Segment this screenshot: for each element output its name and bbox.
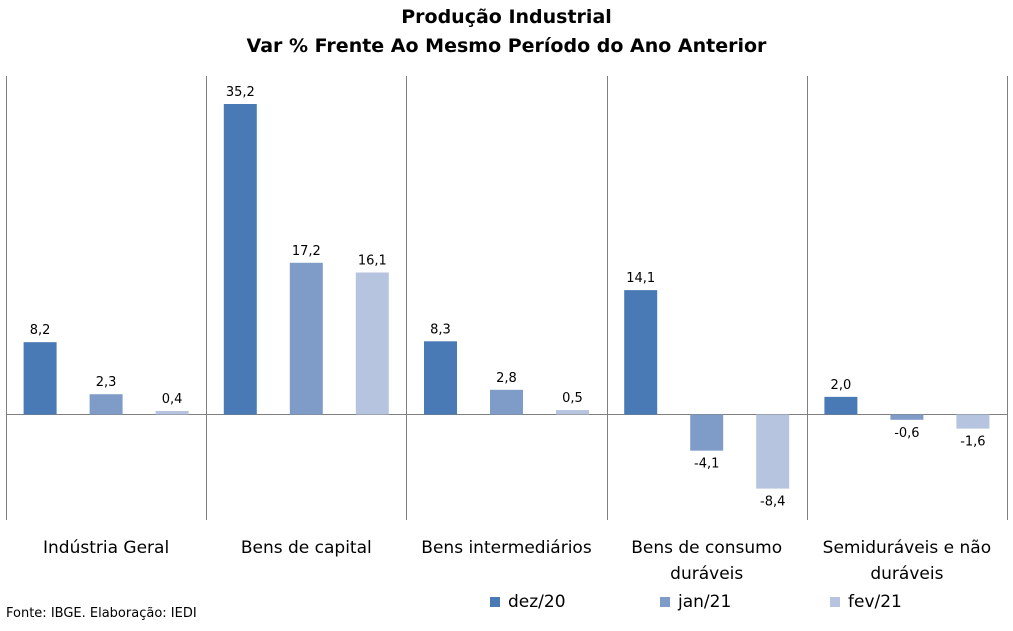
bar-fev21 bbox=[355, 272, 389, 415]
data-label: 0,5 bbox=[562, 391, 583, 406]
legend-item-fev21: fev/21 bbox=[830, 592, 902, 612]
data-label: 8,3 bbox=[430, 322, 451, 337]
bar-dez20 bbox=[23, 342, 57, 415]
legend-swatch bbox=[660, 597, 670, 607]
bar-jan21 bbox=[890, 414, 924, 420]
data-label: 35,2 bbox=[226, 85, 255, 100]
legend-swatch bbox=[830, 597, 840, 607]
data-label: 17,2 bbox=[292, 244, 321, 259]
bar-jan21 bbox=[289, 262, 323, 415]
data-label: 2,3 bbox=[96, 375, 117, 390]
source-note: Fonte: IBGE. Elaboração: IEDI bbox=[6, 606, 197, 621]
data-label: 2,0 bbox=[831, 378, 852, 393]
data-label: -4,1 bbox=[694, 457, 719, 472]
bar-fev21 bbox=[155, 410, 189, 415]
bar-jan21 bbox=[490, 389, 523, 415]
bar-fev21 bbox=[756, 414, 790, 489]
bar-dez20 bbox=[223, 104, 257, 415]
bar-dez20 bbox=[624, 290, 658, 415]
data-label: -1,6 bbox=[960, 435, 985, 450]
legend-label: jan/21 bbox=[678, 592, 732, 612]
category-label: Semiduráveis e não bbox=[823, 538, 991, 558]
chart-subtitle: Var % Frente Ao Mesmo Período do Ano Ant… bbox=[246, 35, 767, 57]
category-label: Indústria Geral bbox=[43, 538, 169, 558]
bar-dez20 bbox=[824, 396, 858, 415]
bar-dez20 bbox=[424, 341, 457, 415]
legend-item-jan21: jan/21 bbox=[660, 592, 731, 612]
data-label: -0,6 bbox=[894, 426, 919, 441]
category-label: Bens de capital bbox=[241, 538, 372, 558]
category-label: Bens de consumo bbox=[631, 538, 782, 558]
category-label: Bens intermediários bbox=[421, 538, 592, 558]
category-label: duráveis bbox=[870, 564, 943, 584]
chart-title: Produção Industrial bbox=[401, 6, 612, 28]
legend-label: dez/20 bbox=[508, 592, 566, 612]
data-label: 0,4 bbox=[162, 392, 183, 407]
data-label: 14,1 bbox=[626, 271, 655, 286]
bar-chart: 8,2 35,2 8,3 14,1 2,0 2,3 17,2 2,8 -4,1 -0,6 0,4 16… bbox=[6, 76, 1008, 584]
data-label: -8,4 bbox=[760, 495, 785, 510]
legend-item-dez20: dez/20 bbox=[490, 592, 566, 612]
bar-jan21 bbox=[89, 394, 123, 415]
bar-fev21 bbox=[556, 410, 589, 415]
legend-swatch bbox=[490, 597, 500, 607]
category-label: duráveis bbox=[670, 564, 743, 584]
data-label: 16,1 bbox=[358, 253, 387, 268]
legend-label: fev/21 bbox=[848, 592, 902, 612]
data-label: 2,8 bbox=[496, 371, 517, 386]
bar-fev21 bbox=[956, 414, 990, 429]
bar-jan21 bbox=[690, 414, 724, 451]
data-label: 8,2 bbox=[30, 323, 51, 338]
